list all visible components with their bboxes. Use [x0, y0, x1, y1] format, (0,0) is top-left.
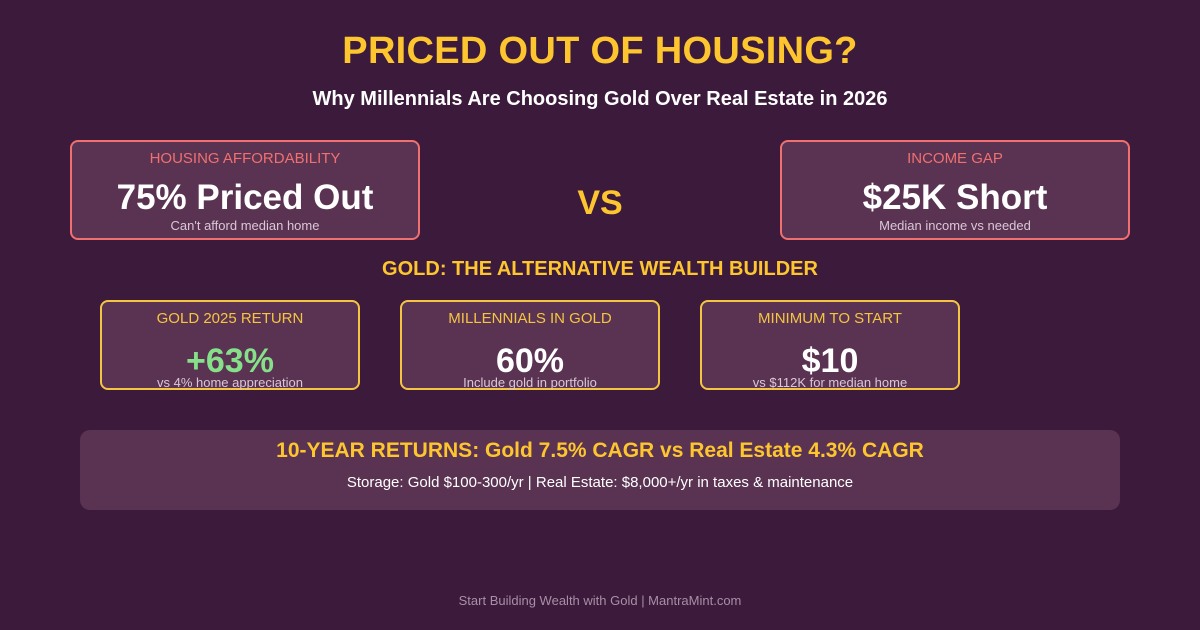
page-title: PRICED OUT OF HOUSING? — [342, 30, 858, 72]
card-note: vs $112K for median home — [752, 375, 908, 390]
housing-affordability-card: HOUSING AFFORDABILITY 75% Priced Out Can… — [70, 140, 420, 240]
income-gap-card: INCOME GAP $25K Short Median income vs n… — [780, 140, 1130, 240]
minimum-to-start-card: MINIMUM TO START $10 vs $112K for median… — [700, 300, 960, 390]
card-value: $10 — [801, 342, 859, 380]
card-label: HOUSING AFFORDABILITY — [149, 150, 341, 167]
footer-text: Start Building Wealth with Gold | Mantra… — [458, 593, 742, 608]
millennials-in-gold-card: MILLENNIALS IN GOLD 60% Include gold in … — [400, 300, 660, 390]
card-note: Median income vs needed — [879, 218, 1031, 233]
vs-label: VS — [577, 184, 623, 222]
section-heading: GOLD: THE ALTERNATIVE WEALTH BUILDER — [382, 258, 818, 280]
card-note: Include gold in portfolio — [463, 375, 597, 390]
returns-summary-panel: 10-YEAR RETURNS: Gold 7.5% CAGR vs Real … — [80, 430, 1120, 510]
card-note: Can't afford median home — [170, 218, 320, 233]
card-note: vs 4% home appreciation — [157, 375, 303, 390]
card-label: MINIMUM TO START — [758, 310, 902, 327]
gold-return-card: GOLD 2025 RETURN +63% vs 4% home appreci… — [100, 300, 360, 390]
page-subtitle: Why Millennials Are Choosing Gold Over R… — [312, 88, 888, 110]
card-value: 75% Priced Out — [116, 178, 374, 217]
card-label: INCOME GAP — [907, 150, 1003, 167]
card-value: +63% — [186, 342, 274, 380]
card-label: GOLD 2025 RETURN — [156, 310, 304, 327]
returns-detail: Storage: Gold $100-300/yr | Real Estate:… — [346, 474, 854, 491]
card-value: 60% — [495, 342, 565, 380]
returns-headline: 10-YEAR RETURNS: Gold 7.5% CAGR vs Real … — [276, 439, 924, 462]
card-value: $25K Short — [862, 178, 1048, 217]
card-label: MILLENNIALS IN GOLD — [448, 310, 612, 327]
